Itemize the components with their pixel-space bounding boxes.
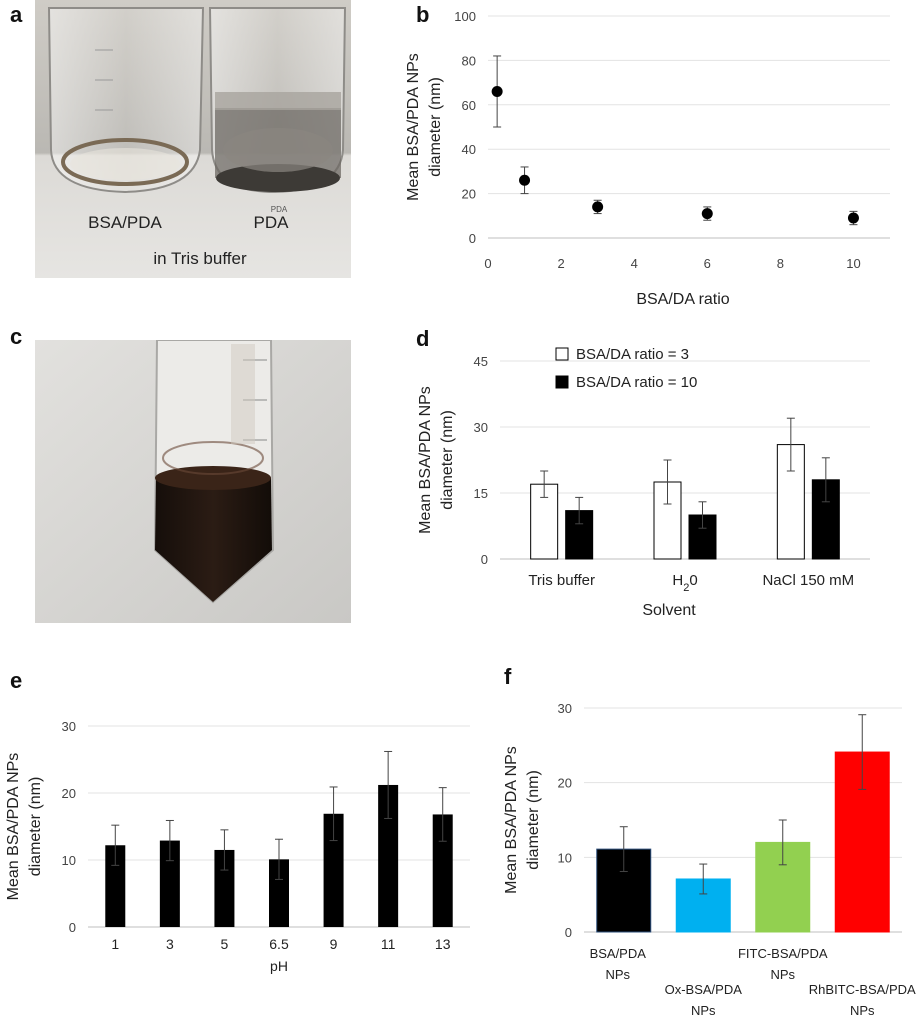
chart-d-ytick-label: 30 — [474, 420, 488, 435]
panel-letter-a: a — [10, 2, 23, 27]
chart-b-ytick-label: 0 — [469, 231, 476, 246]
chart-f-category-label: NPs — [605, 967, 630, 982]
chart-d-ytick-label: 15 — [474, 486, 488, 501]
photo-caption-tris: in Tris buffer — [153, 249, 247, 268]
chart-d-ytick-label: 0 — [481, 552, 488, 567]
chart-e-bar — [378, 784, 399, 927]
panel-letter-e: e — [10, 668, 23, 693]
chart-b-xtick-label: 2 — [557, 256, 564, 271]
chart-f-category-label: FITC-BSA/PDA — [738, 946, 828, 961]
chart-e-bar — [214, 849, 235, 927]
chart-d-ylabel: Mean BSA/PDA NPs diameter (nm) — [417, 386, 456, 534]
chart-f-ytick-label: 30 — [558, 701, 572, 716]
chart-e-ylabel: Mean BSA/PDA NPs diameter (nm) — [5, 753, 44, 901]
panel-letter-b: b — [416, 2, 430, 27]
chart-e-xlabel: pH — [270, 958, 288, 974]
chart-e-category-label: 3 — [166, 936, 174, 952]
photo-label-bsa-pda: BSA/PDA — [88, 213, 162, 232]
photo-label-pda: PDA — [254, 213, 290, 232]
chart-e-bar — [269, 859, 289, 927]
chart-f-category-label: NPs — [850, 1003, 875, 1018]
chart-e-category-label: 1 — [111, 936, 119, 952]
chart-b-point — [592, 201, 604, 213]
chart-b-xtick-label: 0 — [484, 256, 491, 271]
chart-b-ytick-label: 100 — [454, 9, 476, 24]
chart-b-xlabel: BSA/DA ratio — [636, 291, 729, 308]
chart-b-xtick-label: 8 — [777, 256, 784, 271]
chart-d-legend-swatch — [555, 375, 569, 389]
chart-e-category-label: 9 — [330, 936, 338, 952]
chart-f-ylabel: Mean BSA/PDA NPs diameter (nm) — [503, 746, 542, 894]
chart-e-ytick-label: 20 — [62, 786, 76, 801]
chart-e-bar — [159, 840, 180, 927]
chart-b-xtick-label: 10 — [846, 256, 860, 271]
chart-f-category-label: BSA/PDA — [590, 946, 647, 961]
photo-beaker-mark: PDA — [271, 205, 288, 214]
chart-f-category-label: NPs — [691, 1003, 716, 1018]
chart-b-point — [519, 174, 531, 186]
chart-e-category-label: 5 — [221, 936, 229, 952]
chart-e-ytick-label: 0 — [69, 920, 76, 935]
panel-letter-f: f — [504, 664, 512, 689]
chart-b-xtick-label: 6 — [704, 256, 711, 271]
chart-b-point — [491, 85, 503, 97]
chart-e-category-label: 13 — [435, 936, 451, 952]
chart-e-bar — [105, 845, 126, 927]
chart-d-legend-label: BSA/DA ratio = 10 — [576, 374, 697, 391]
chart-b-ytick-label: 80 — [462, 53, 476, 68]
chart-f-ytick-label: 20 — [558, 776, 572, 791]
photo-falcon-tube — [35, 340, 351, 623]
chart-d-category-label: H20 — [672, 572, 697, 594]
chart-d-category-label: Tris buffer — [528, 572, 595, 589]
chart-b-ytick-label: 20 — [462, 187, 476, 202]
chart-d-legend-swatch — [555, 347, 569, 361]
chart-d-xlabel: Solvent — [642, 602, 696, 619]
chart-e-category-label: 6.5 — [269, 936, 289, 952]
chart-b-ytick-label: 40 — [462, 142, 476, 157]
panel-letter-c: c — [10, 324, 23, 349]
chart-e-bar — [323, 813, 344, 927]
chart-b-ytick-label: 60 — [462, 98, 476, 113]
chart-e-category-label: 11 — [381, 936, 396, 952]
photo-beakers: BSA/PDA PDA in Tris buffer PDA — [35, 0, 351, 278]
chart-e-ytick-label: 10 — [62, 853, 76, 868]
chart-f-category-label: RhBITC-BSA/PDA — [809, 982, 916, 997]
chart-b-point — [847, 212, 859, 224]
chart-d-legend-label: BSA/DA ratio = 3 — [576, 346, 689, 363]
chart-f-ytick-label: 0 — [565, 925, 572, 940]
chart-d-ytick-label: 45 — [474, 354, 488, 369]
chart-e-ytick-label: 30 — [62, 719, 76, 734]
chart-b-point — [701, 208, 713, 220]
chart-f-category-label: NPs — [770, 967, 795, 982]
chart-f-ytick-label: 10 — [558, 850, 572, 865]
chart-b-ylabel: Mean BSA/PDA NPs diameter (nm) — [405, 53, 444, 201]
chart-d-category-label: NaCl 150 mM — [762, 572, 854, 589]
chart-f-category-label: Ox-BSA/PDA — [665, 982, 743, 997]
chart-e-bar — [432, 814, 453, 927]
chart-b-xtick-label: 4 — [631, 256, 638, 271]
panel-letter-d: d — [416, 326, 430, 351]
